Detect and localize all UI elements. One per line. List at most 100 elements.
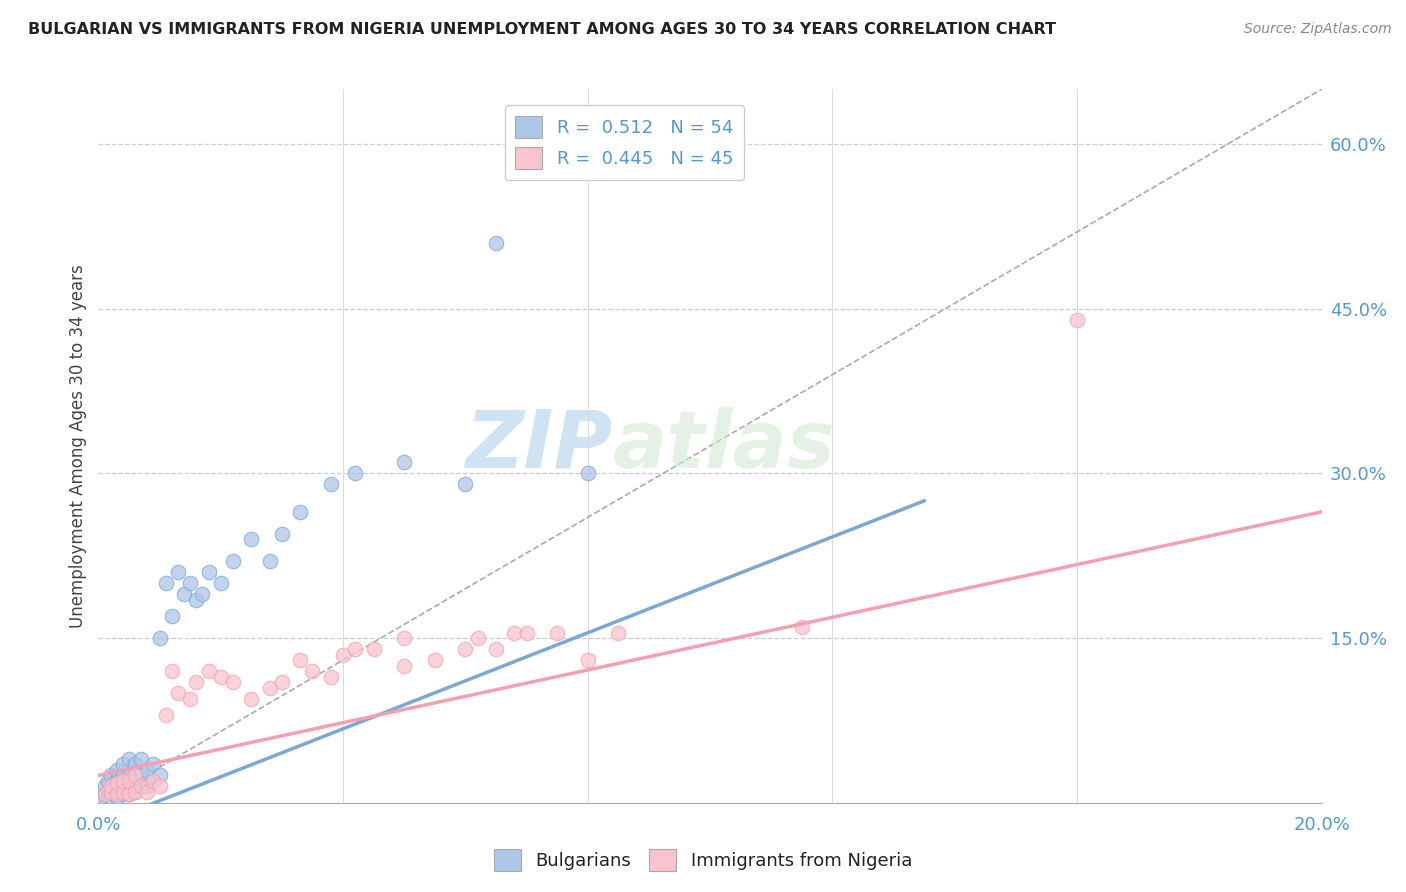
Text: BULGARIAN VS IMMIGRANTS FROM NIGERIA UNEMPLOYMENT AMONG AGES 30 TO 34 YEARS CORR: BULGARIAN VS IMMIGRANTS FROM NIGERIA UNE… <box>28 22 1056 37</box>
Text: atlas: atlas <box>612 407 835 485</box>
Point <box>149 631 172 645</box>
Point <box>111 780 134 794</box>
Point <box>97 785 120 799</box>
Point <box>290 653 312 667</box>
Point <box>576 653 599 667</box>
Point <box>363 642 385 657</box>
Point <box>111 757 134 772</box>
Point <box>155 576 177 591</box>
Point <box>179 576 201 591</box>
Point <box>105 785 128 799</box>
Point <box>259 681 281 695</box>
Y-axis label: Unemployment Among Ages 30 to 34 years: Unemployment Among Ages 30 to 34 years <box>69 264 87 628</box>
Point <box>142 773 165 788</box>
Legend: Bulgarians, Immigrants from Nigeria: Bulgarians, Immigrants from Nigeria <box>486 842 920 879</box>
Point <box>111 773 134 788</box>
Point <box>100 785 122 799</box>
Point <box>392 455 416 469</box>
Point <box>118 780 141 794</box>
Point <box>118 787 141 801</box>
Point <box>344 467 367 481</box>
Point <box>209 669 232 683</box>
Point <box>90 790 112 805</box>
Point <box>167 566 190 580</box>
Point <box>129 780 152 794</box>
Point <box>467 631 489 645</box>
Point <box>100 790 122 805</box>
Point <box>160 664 183 678</box>
Point <box>516 625 538 640</box>
Point <box>301 664 323 678</box>
Point <box>124 768 146 782</box>
Point <box>111 768 134 782</box>
Point <box>105 776 128 790</box>
Point <box>423 653 446 667</box>
Point <box>290 505 312 519</box>
Point <box>240 691 263 706</box>
Point <box>503 625 526 640</box>
Point <box>454 642 477 657</box>
Point <box>142 757 165 772</box>
Point <box>607 625 630 640</box>
Point <box>97 773 120 788</box>
Point <box>136 780 159 794</box>
Point <box>93 787 115 801</box>
Point <box>124 785 146 799</box>
Point <box>136 785 159 799</box>
Point <box>103 776 125 790</box>
Point <box>124 773 146 788</box>
Point <box>149 768 172 782</box>
Point <box>129 752 152 766</box>
Point <box>222 675 245 690</box>
Point <box>136 763 159 777</box>
Point <box>319 477 342 491</box>
Point <box>93 780 115 794</box>
Point <box>155 708 177 723</box>
Point <box>118 768 141 782</box>
Point <box>319 669 342 683</box>
Point <box>344 642 367 657</box>
Point <box>332 648 354 662</box>
Point <box>270 675 292 690</box>
Point <box>576 467 599 481</box>
Point <box>105 787 128 801</box>
Point <box>186 592 208 607</box>
Point <box>197 664 219 678</box>
Point <box>270 526 292 541</box>
Point <box>259 554 281 568</box>
Point <box>111 787 134 801</box>
Point <box>129 780 152 794</box>
Point <box>142 773 165 788</box>
Point <box>100 782 122 797</box>
Point <box>93 787 115 801</box>
Point <box>118 773 141 788</box>
Point <box>1066 312 1088 326</box>
Point <box>173 587 195 601</box>
Point <box>124 757 146 772</box>
Point <box>186 675 208 690</box>
Point <box>100 780 122 794</box>
Point <box>179 691 201 706</box>
Point <box>790 620 813 634</box>
Point <box>485 642 508 657</box>
Point <box>118 787 141 801</box>
Point <box>197 566 219 580</box>
Point <box>103 787 125 801</box>
Point <box>454 477 477 491</box>
Point <box>124 785 146 799</box>
Point <box>118 752 141 766</box>
Point <box>191 587 214 601</box>
Point <box>129 768 152 782</box>
Text: ZIP: ZIP <box>465 407 612 485</box>
Point <box>209 576 232 591</box>
Point <box>240 533 263 547</box>
Point <box>167 686 190 700</box>
Point <box>105 763 128 777</box>
Point <box>100 768 122 782</box>
Point <box>111 785 134 799</box>
Point <box>160 609 183 624</box>
Point <box>105 773 128 788</box>
Point <box>149 780 172 794</box>
Point <box>105 790 128 805</box>
Point <box>546 625 568 640</box>
